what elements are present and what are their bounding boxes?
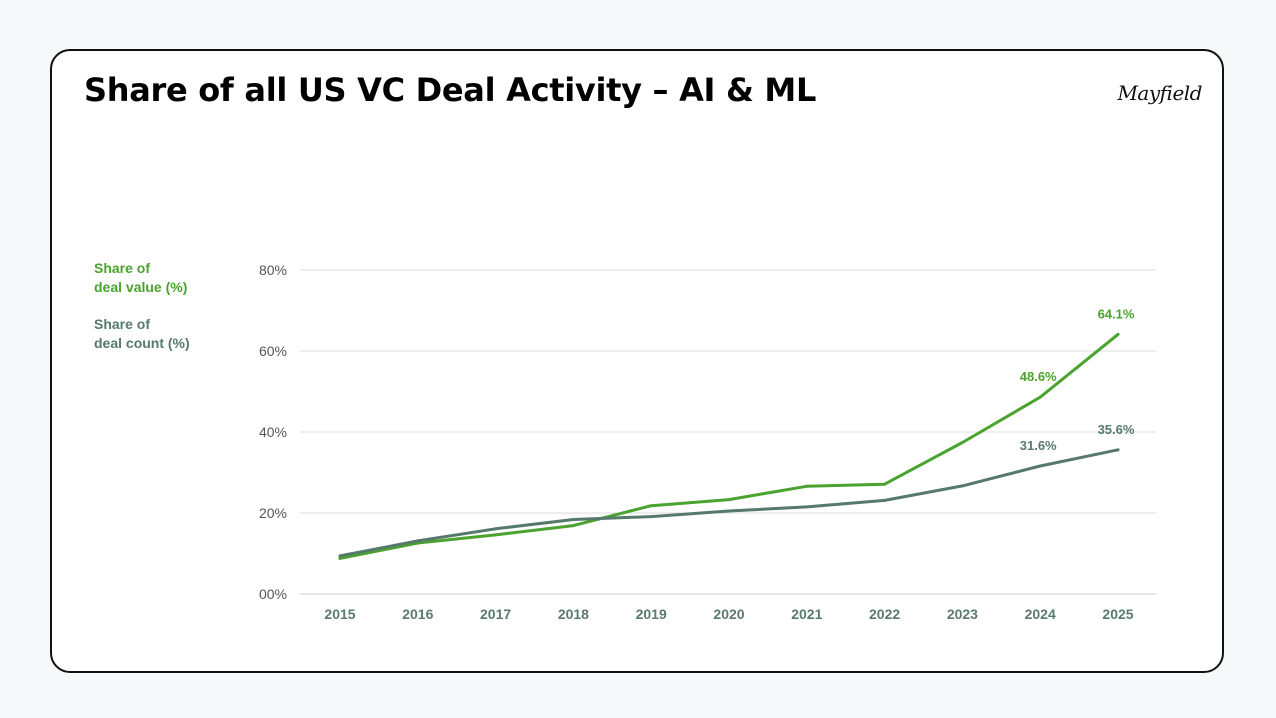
data-point-deal-value — [494, 533, 498, 537]
data-point-deal-value — [338, 556, 342, 560]
x-tick-label: 2017 — [480, 606, 511, 622]
data-point-deal-count — [649, 515, 653, 519]
data-label-deal-count: 31.6% — [1020, 438, 1057, 453]
legend-label-line2: deal count (%) — [94, 335, 190, 351]
data-point-deal-count — [494, 527, 498, 531]
y-tick-label: 00% — [259, 586, 287, 602]
x-tick-label: 2018 — [558, 606, 589, 622]
y-tick-label: 80% — [259, 262, 287, 278]
x-tick-label: 2021 — [791, 606, 822, 622]
x-tick-label: 2020 — [713, 606, 744, 622]
data-point-deal-value — [883, 482, 887, 486]
data-point-deal-value — [805, 484, 809, 488]
x-tick-label: 2022 — [869, 606, 900, 622]
data-point-deal-count — [1116, 448, 1120, 452]
data-point-deal-value — [1038, 395, 1042, 399]
data-point-deal-count — [338, 554, 342, 558]
y-tick-label: 40% — [259, 424, 287, 440]
series-line-deal-value — [338, 332, 1120, 560]
slide-card: Share of all US VC Deal Activity – AI & … — [50, 49, 1224, 673]
data-point-deal-count — [571, 517, 575, 521]
line-chart: 00% 20% 40% 60% 80% 2015 2016 2017 2018 2019 2020 2… — [259, 262, 1156, 622]
legend-label-line1: Share of — [94, 260, 151, 276]
y-tick-label: 60% — [259, 343, 287, 359]
x-tick-label: 2025 — [1102, 606, 1133, 622]
data-point-deal-value — [571, 524, 575, 528]
data-point-deal-count — [416, 539, 420, 543]
legend-label-line2: deal value (%) — [94, 279, 188, 295]
mayfield-logo: Mayfield — [1117, 81, 1202, 105]
x-tick-label: 2024 — [1025, 606, 1056, 622]
data-point-deal-value — [1116, 332, 1120, 336]
legend-label-line1: Share of — [94, 316, 151, 332]
chart-legend: Share of deal value (%) Share of deal co… — [94, 259, 234, 371]
legend-item-deal-count: Share of deal count (%) — [94, 315, 234, 353]
data-point-deal-value — [960, 441, 964, 445]
y-tick-label: 20% — [259, 505, 287, 521]
data-point-deal-value — [727, 498, 731, 502]
data-label-deal-value: 64.1% — [1098, 306, 1135, 321]
x-tick-label: 2016 — [402, 606, 433, 622]
x-tick-label: 2015 — [324, 606, 355, 622]
data-point-deal-count — [883, 498, 887, 502]
data-point-deal-count — [1038, 464, 1042, 468]
x-tick-label: 2019 — [636, 606, 667, 622]
data-point-deal-value — [649, 504, 653, 508]
data-label-deal-value: 48.6% — [1020, 369, 1057, 384]
slide-title: Share of all US VC Deal Activity – AI & … — [84, 71, 817, 109]
data-label-deal-count: 35.6% — [1098, 422, 1135, 437]
legend-item-deal-value: Share of deal value (%) — [94, 259, 234, 297]
data-point-deal-count — [805, 505, 809, 509]
data-point-deal-count — [727, 509, 731, 513]
x-tick-label: 2023 — [947, 606, 978, 622]
data-point-deal-count — [960, 484, 964, 488]
